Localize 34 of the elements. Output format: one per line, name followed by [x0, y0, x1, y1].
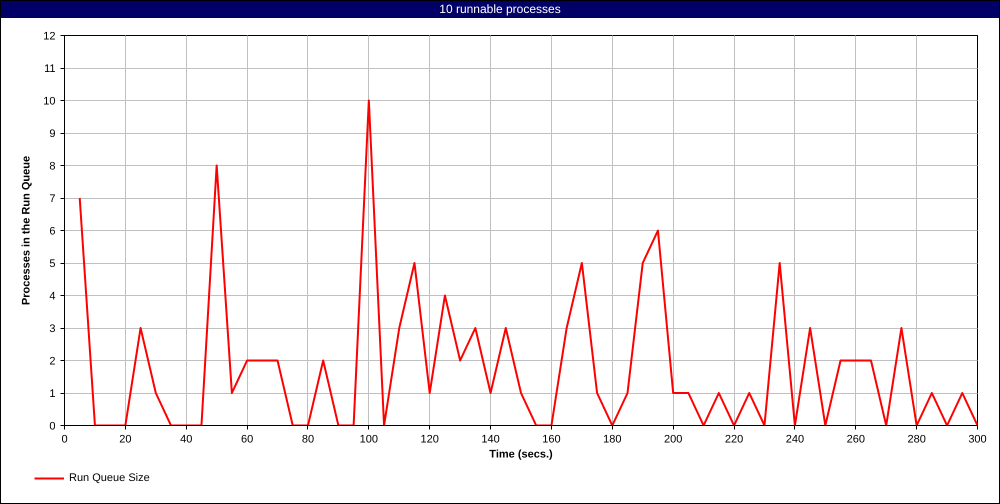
x-tick-label: 100 — [360, 434, 378, 446]
x-tick-label: 240 — [786, 434, 804, 446]
y-tick-label: 10 — [43, 96, 56, 108]
y-tick-label: 6 — [49, 226, 56, 238]
x-tick-label: 40 — [180, 434, 192, 446]
line-series — [78, 100, 978, 426]
x-tick-label: 80 — [302, 434, 314, 446]
y-tick-label: 3 — [49, 323, 56, 335]
y-tick-label: 9 — [49, 128, 56, 140]
x-tick-label: 200 — [664, 434, 682, 446]
y-tick-label: 0 — [49, 420, 56, 432]
chart-title: 10 runnable processes — [439, 1, 561, 18]
y-tick-label: 1 — [49, 388, 56, 400]
y-tick-label: 4 — [49, 290, 56, 302]
y-tick-label: 5 — [49, 258, 56, 270]
x-tick-label: 260 — [846, 434, 865, 446]
x-axis-title: Time (secs.) — [489, 448, 554, 460]
y-tick-label: 8 — [49, 160, 56, 172]
y-tick-label: 2 — [49, 356, 56, 368]
x-tick-label: 180 — [603, 434, 622, 446]
x-tick-label: 60 — [240, 434, 254, 446]
legend-label: Run Queue Size — [69, 472, 150, 484]
x-tick-label: 0 — [61, 434, 68, 446]
x-tick-label: 120 — [420, 434, 439, 446]
x-tick-label: 220 — [724, 434, 744, 446]
x-tick-label: 20 — [119, 434, 132, 446]
y-tick-label: 11 — [44, 63, 56, 75]
x-tick-label: 160 — [542, 434, 561, 446]
y-tick-label: 12 — [43, 30, 56, 42]
x-tick-label: 300 — [968, 434, 987, 446]
x-tick-label: 140 — [481, 434, 500, 446]
y-axis-title: Processes in the Run Queue — [20, 156, 32, 306]
x-tick-label: 280 — [907, 434, 926, 446]
y-tick-label: 7 — [49, 193, 56, 205]
